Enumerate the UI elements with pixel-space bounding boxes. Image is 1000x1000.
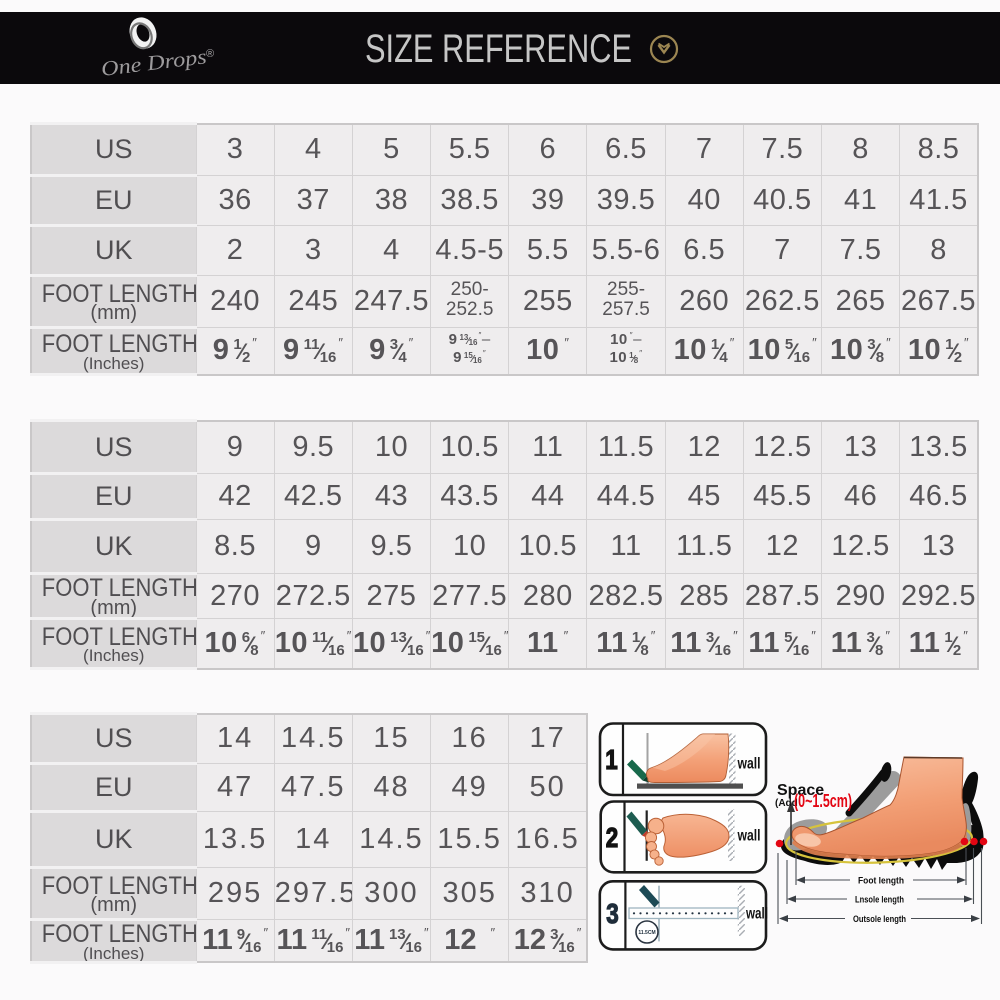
svg-text:(Add: (Add	[775, 798, 798, 809]
svg-text:One Drops: One Drops	[100, 44, 208, 81]
svg-text:wall: wall	[737, 828, 761, 845]
svg-text:Foot length: Foot length	[858, 876, 904, 887]
svg-text:2: 2	[606, 823, 618, 854]
svg-text:Lnsole length: Lnsole length	[855, 895, 904, 906]
svg-text:11.5CM: 11.5CM	[638, 930, 655, 936]
svg-text:SIZE REFERENCE: SIZE REFERENCE	[365, 27, 632, 71]
svg-text:1: 1	[605, 745, 617, 776]
svg-text:wall: wall	[737, 756, 761, 773]
svg-text:Space: Space	[777, 782, 824, 799]
svg-text:(0~1.5cm): (0~1.5cm)	[794, 791, 852, 811]
svg-text:wall: wall	[745, 906, 768, 923]
svg-text:®: ®	[206, 48, 214, 60]
svg-text:3: 3	[606, 899, 618, 930]
svg-text:Outsole length: Outsole length	[853, 914, 906, 925]
